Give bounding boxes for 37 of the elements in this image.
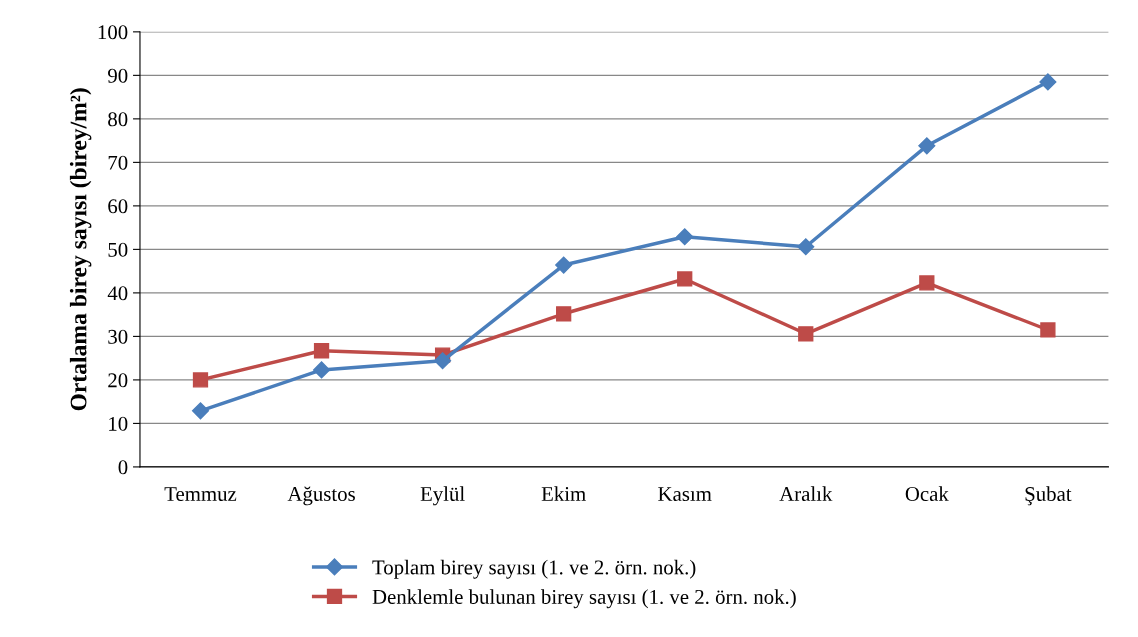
x-tick-label: Temmuz [164, 487, 237, 502]
point [797, 238, 815, 256]
y-tick-label: 70 [108, 155, 128, 170]
legend-label: Denklemle bulunan birey sayısı (1. ve 2. örn. nok.) [372, 589, 796, 609]
y-tick-label: 80 [108, 112, 128, 127]
point [1039, 73, 1057, 91]
y-tick-label: 60 [108, 199, 128, 214]
point [677, 271, 693, 287]
point [191, 402, 210, 420]
point [1040, 322, 1056, 338]
y-tick-label: 0 [118, 460, 128, 475]
point [798, 326, 814, 342]
y-tick-label: 50 [108, 242, 128, 257]
point [192, 372, 209, 388]
y-axis-title: Ortalama birey sayısı (birey/m²) [69, 88, 92, 411]
x-tick-label: Ağustos [287, 486, 355, 506]
point [313, 343, 330, 359]
y-tick-label: 30 [108, 329, 128, 344]
point [919, 275, 935, 291]
y-tick-label: 20 [108, 373, 128, 388]
y-tick-label: 10 [109, 416, 128, 431]
point [313, 361, 331, 379]
x-tick-label: Ocak [905, 486, 949, 502]
x-tick-label: Şubat [1025, 486, 1072, 506]
x-tick-label: Eylül [420, 486, 465, 506]
point [555, 256, 573, 274]
point [556, 306, 572, 322]
x-tick-label: Aralık [779, 486, 833, 502]
x-tick-label: Ekim [541, 486, 586, 501]
y-tick-label: 100 [98, 25, 128, 40]
x-tick-label: Kasım [658, 487, 712, 502]
y-tick-label: 40 [107, 286, 128, 301]
point [676, 228, 694, 246]
point [434, 352, 452, 370]
point [918, 137, 936, 155]
y-tick-label: 90 [108, 68, 128, 83]
legend-label: Toplam birey sayısı (1. ve 2. örn. nok.) [372, 559, 696, 579]
